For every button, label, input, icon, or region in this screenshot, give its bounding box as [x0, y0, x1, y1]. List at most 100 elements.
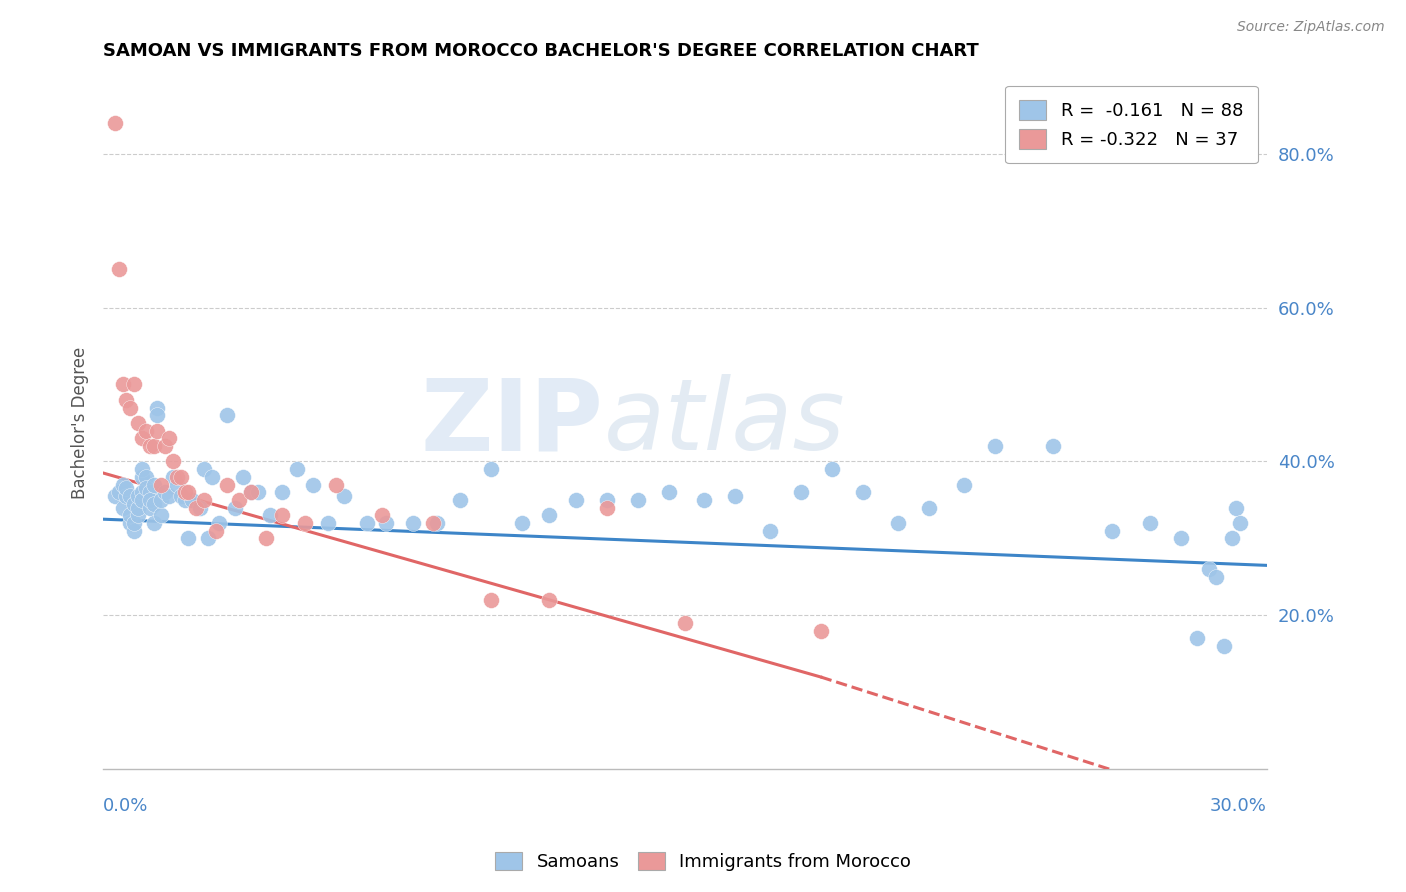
- Point: [131, 485, 153, 500]
- Point: [1139, 516, 1161, 530]
- Point: [294, 516, 316, 530]
- Point: [193, 462, 215, 476]
- Point: [984, 439, 1007, 453]
- Point: [596, 492, 619, 507]
- Point: [131, 462, 153, 476]
- Point: [510, 516, 533, 530]
- Legend: R =  -0.161   N = 88, R = -0.322   N = 37: R = -0.161 N = 88, R = -0.322 N = 37: [1005, 86, 1258, 163]
- Text: 0.0%: 0.0%: [103, 797, 149, 815]
- Point: [596, 500, 619, 515]
- Point: [887, 516, 910, 530]
- Point: [166, 477, 188, 491]
- Point: [479, 593, 502, 607]
- Point: [193, 492, 215, 507]
- Point: [402, 516, 425, 530]
- Point: [146, 424, 169, 438]
- Point: [188, 500, 211, 515]
- Point: [375, 516, 398, 530]
- Point: [120, 489, 142, 503]
- Point: [1229, 516, 1251, 530]
- Point: [135, 424, 157, 438]
- Point: [270, 508, 292, 523]
- Point: [120, 401, 142, 415]
- Text: 30.0%: 30.0%: [1211, 797, 1267, 815]
- Point: [371, 508, 394, 523]
- Legend: Samoans, Immigrants from Morocco: Samoans, Immigrants from Morocco: [488, 845, 918, 879]
- Point: [115, 489, 138, 503]
- Point: [115, 482, 138, 496]
- Point: [120, 516, 142, 530]
- Point: [565, 492, 588, 507]
- Point: [122, 497, 145, 511]
- Point: [852, 485, 875, 500]
- Point: [449, 492, 471, 507]
- Point: [111, 477, 134, 491]
- Point: [627, 492, 650, 507]
- Point: [1213, 639, 1236, 653]
- Point: [693, 492, 716, 507]
- Point: [186, 500, 208, 515]
- Point: [217, 477, 239, 491]
- Text: Source: ZipAtlas.com: Source: ZipAtlas.com: [1237, 20, 1385, 34]
- Point: [658, 485, 681, 500]
- Point: [325, 477, 347, 491]
- Point: [1170, 532, 1192, 546]
- Point: [138, 485, 160, 500]
- Point: [177, 532, 200, 546]
- Point: [1225, 500, 1247, 515]
- Point: [953, 477, 976, 491]
- Point: [228, 492, 250, 507]
- Point: [356, 516, 378, 530]
- Point: [285, 462, 308, 476]
- Point: [131, 492, 153, 507]
- Point: [173, 485, 195, 500]
- Point: [316, 516, 339, 530]
- Point: [131, 470, 153, 484]
- Point: [247, 485, 270, 500]
- Point: [673, 616, 696, 631]
- Point: [104, 489, 127, 503]
- Point: [422, 516, 444, 530]
- Point: [142, 439, 165, 453]
- Point: [153, 439, 176, 453]
- Point: [127, 489, 149, 503]
- Point: [918, 500, 941, 515]
- Point: [162, 454, 184, 468]
- Point: [259, 508, 281, 523]
- Point: [790, 485, 813, 500]
- Point: [122, 524, 145, 538]
- Point: [1042, 439, 1064, 453]
- Point: [201, 470, 224, 484]
- Point: [146, 401, 169, 415]
- Point: [204, 524, 226, 538]
- Point: [197, 532, 219, 546]
- Point: [150, 477, 173, 491]
- Point: [157, 431, 180, 445]
- Point: [426, 516, 449, 530]
- Point: [170, 489, 193, 503]
- Point: [538, 593, 561, 607]
- Point: [146, 409, 169, 423]
- Point: [810, 624, 832, 638]
- Y-axis label: Bachelor's Degree: Bachelor's Degree: [72, 347, 89, 500]
- Point: [138, 500, 160, 515]
- Point: [122, 516, 145, 530]
- Point: [224, 500, 246, 515]
- Point: [479, 462, 502, 476]
- Point: [138, 439, 160, 453]
- Point: [724, 489, 747, 503]
- Point: [135, 482, 157, 496]
- Point: [270, 485, 292, 500]
- Point: [301, 477, 323, 491]
- Point: [111, 377, 134, 392]
- Point: [177, 485, 200, 500]
- Point: [111, 500, 134, 515]
- Point: [138, 492, 160, 507]
- Point: [170, 470, 193, 484]
- Point: [332, 489, 354, 503]
- Text: atlas: atlas: [603, 375, 845, 472]
- Point: [166, 470, 188, 484]
- Point: [162, 470, 184, 484]
- Point: [142, 516, 165, 530]
- Point: [759, 524, 782, 538]
